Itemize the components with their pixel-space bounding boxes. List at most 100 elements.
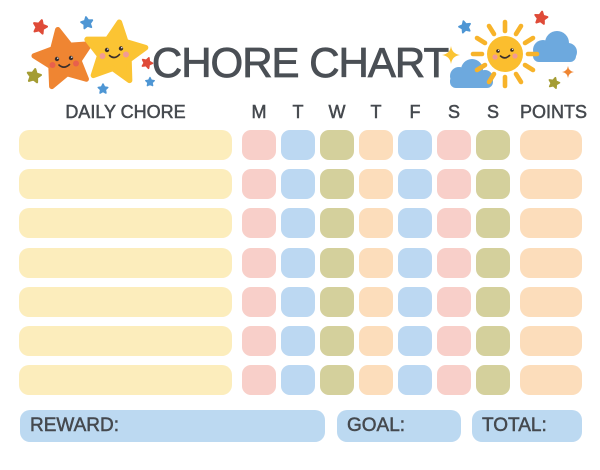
day-cell[interactable]	[476, 365, 510, 396]
chore-name-field[interactable]	[19, 169, 232, 200]
chore-name-field[interactable]	[19, 365, 232, 396]
day-cell[interactable]	[398, 169, 432, 200]
points-cell[interactable]	[520, 208, 582, 239]
chore-name-field[interactable]	[19, 325, 232, 356]
day-header: S	[486, 101, 500, 122]
day-header: F	[409, 101, 421, 122]
day-cell[interactable]	[398, 247, 432, 278]
day-cell[interactable]	[281, 130, 315, 160]
day-cell[interactable]	[476, 325, 510, 356]
day-cell[interactable]	[398, 208, 432, 239]
day-cell[interactable]	[476, 169, 510, 200]
chore-name-field[interactable]	[19, 208, 232, 239]
chore-name-field[interactable]	[19, 130, 232, 160]
day-cell[interactable]	[359, 247, 393, 278]
chore-grid	[19, 130, 582, 404]
mini-blue-star-icon	[80, 16, 93, 29]
day-cell[interactable]	[437, 286, 471, 317]
points-cell[interactable]	[520, 130, 582, 160]
reward-label: REWARD:	[30, 415, 120, 437]
day-header: T	[370, 101, 382, 122]
day-cell[interactable]	[437, 208, 471, 239]
chore-row	[19, 208, 582, 239]
day-cell[interactable]	[476, 286, 510, 317]
points-cell[interactable]	[520, 325, 582, 356]
mini-blue-star-icon	[458, 20, 472, 33]
day-header: T	[292, 101, 304, 122]
day-cell[interactable]	[281, 325, 315, 356]
day-cell[interactable]	[242, 365, 276, 396]
goal-field[interactable]: GOAL:	[337, 410, 461, 442]
chore-row	[19, 325, 582, 356]
sun-decoration-icon	[442, 5, 577, 105]
day-cell[interactable]	[437, 365, 471, 396]
day-cell[interactable]	[437, 169, 471, 200]
chore-row	[19, 130, 582, 160]
day-cell[interactable]	[320, 365, 354, 396]
day-cell[interactable]	[242, 130, 276, 160]
chore-row	[19, 169, 582, 200]
day-cell[interactable]	[320, 286, 354, 317]
day-cell[interactable]	[398, 286, 432, 317]
day-cell[interactable]	[476, 130, 510, 160]
points-cell[interactable]	[520, 247, 582, 278]
day-cell[interactable]	[359, 325, 393, 356]
day-header: W	[328, 101, 346, 122]
day-cell[interactable]	[437, 325, 471, 356]
reward-field[interactable]: REWARD:	[20, 410, 325, 442]
day-cell[interactable]	[398, 325, 432, 356]
stars-decoration-icon	[10, 5, 170, 105]
mini-olive-star-icon	[548, 76, 561, 88]
day-cell[interactable]	[242, 325, 276, 356]
chore-name-field[interactable]	[19, 247, 232, 278]
day-cell[interactable]	[242, 286, 276, 317]
page-title: CHORE CHART	[151, 39, 449, 86]
day-cell[interactable]	[359, 130, 393, 160]
orange-sparkle-icon	[562, 66, 574, 78]
day-cell[interactable]	[476, 247, 510, 278]
day-cell[interactable]	[320, 169, 354, 200]
day-cell[interactable]	[281, 208, 315, 239]
day-cell[interactable]	[242, 247, 276, 278]
day-cell[interactable]	[281, 247, 315, 278]
mini-red-star-icon	[32, 19, 48, 35]
chore-row	[19, 286, 582, 317]
day-cell[interactable]	[437, 247, 471, 278]
points-cell[interactable]	[520, 286, 582, 317]
day-cell[interactable]	[320, 130, 354, 160]
day-header: S	[447, 101, 461, 122]
day-cell[interactable]	[359, 208, 393, 239]
cloud-icon	[533, 31, 577, 62]
table-header-row: DAILY CHORE M T W T F S S POINTS	[19, 101, 587, 123]
daily-chore-header: DAILY CHORE	[65, 101, 186, 122]
yellow-star-icon	[82, 18, 148, 82]
day-cell[interactable]	[398, 130, 432, 160]
chore-row	[19, 247, 582, 278]
day-cell[interactable]	[320, 325, 354, 356]
chore-row	[19, 365, 582, 396]
day-cell[interactable]	[281, 169, 315, 200]
total-label: TOTAL:	[482, 415, 547, 437]
day-cell[interactable]	[320, 247, 354, 278]
day-cell[interactable]	[320, 208, 354, 239]
day-cell[interactable]	[359, 169, 393, 200]
mini-red-star-icon	[534, 11, 548, 25]
goal-label: GOAL:	[347, 415, 406, 437]
day-cell[interactable]	[359, 286, 393, 317]
day-header: M	[251, 101, 267, 122]
day-cell[interactable]	[437, 130, 471, 160]
chore-name-field[interactable]	[19, 286, 232, 317]
day-cell[interactable]	[359, 365, 393, 396]
day-cell[interactable]	[281, 365, 315, 396]
total-field[interactable]: TOTAL:	[472, 410, 582, 442]
day-cell[interactable]	[476, 208, 510, 239]
day-cell[interactable]	[242, 169, 276, 200]
points-cell[interactable]	[520, 365, 582, 396]
day-cell[interactable]	[281, 286, 315, 317]
sun-icon	[470, 19, 540, 89]
points-cell[interactable]	[520, 169, 582, 200]
day-cell[interactable]	[398, 365, 432, 396]
day-cell[interactable]	[242, 208, 276, 239]
